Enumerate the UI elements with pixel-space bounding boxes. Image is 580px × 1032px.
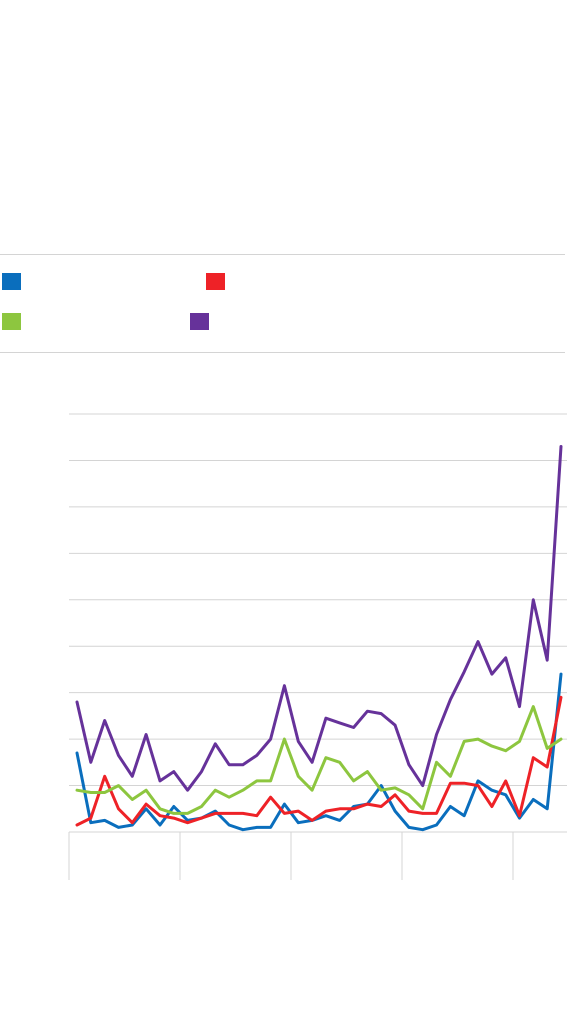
chart-lines — [75, 445, 563, 832]
series-line-1 — [75, 695, 563, 827]
line-chart — [68, 413, 567, 880]
series-line-0 — [75, 672, 563, 832]
legend-swatch-red — [206, 273, 225, 290]
legend-item-blue — [2, 273, 21, 290]
legend-swatch-purple — [190, 313, 209, 330]
series-line-3 — [75, 445, 563, 792]
legend-top-divider — [0, 254, 565, 255]
series-line-2 — [75, 705, 563, 815]
legend-item-purple — [190, 313, 209, 330]
legend-item-green — [2, 313, 21, 330]
legend-swatch-blue — [2, 273, 21, 290]
legend-swatch-green — [2, 313, 21, 330]
legend-item-red — [206, 273, 225, 290]
legend — [0, 255, 565, 353]
legend-bottom-divider — [0, 352, 565, 353]
